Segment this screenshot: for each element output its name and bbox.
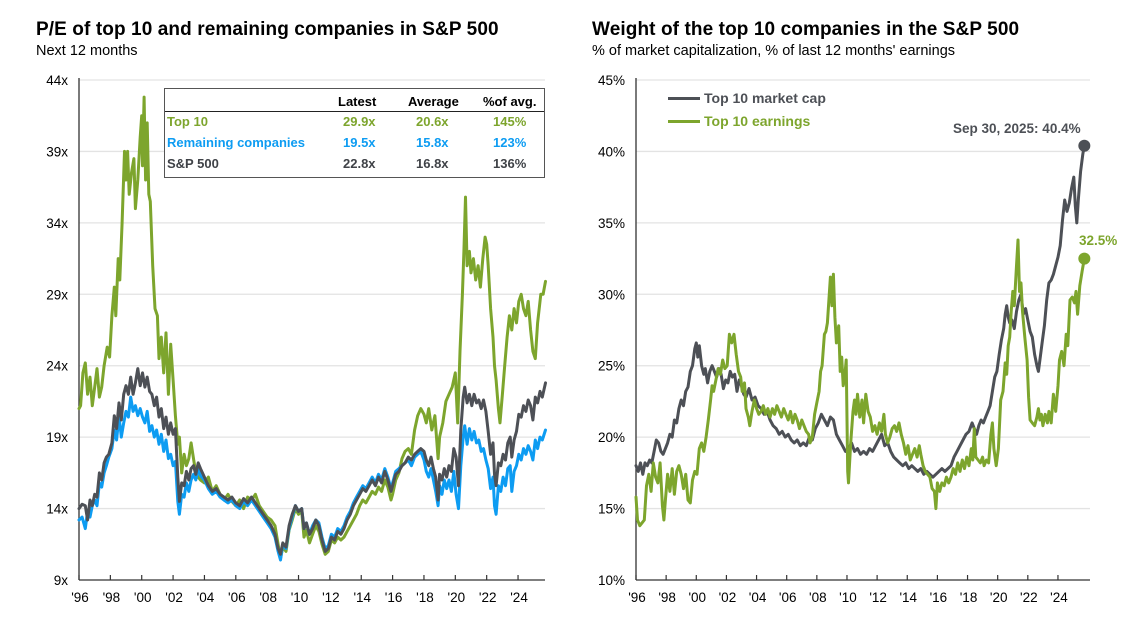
y-tick-label: 34x: [46, 216, 68, 231]
table-header-row: Latest Average %of avg.: [165, 94, 544, 112]
x-tick-label: '20: [448, 590, 466, 605]
right-chart-subtitle: % of market capitalization, % of last 12…: [592, 43, 956, 59]
y-tick-label: 40%: [598, 144, 625, 159]
x-tick-label: '16: [385, 590, 403, 605]
y-tick-label: 29x: [46, 287, 68, 302]
legend-item-earnings: Top 10 earnings: [668, 113, 810, 129]
legend-item-market-cap: Top 10 market cap: [668, 90, 826, 106]
x-tick-label: '06: [228, 590, 246, 605]
x-tick-label: '02: [719, 590, 737, 605]
x-tick-label: '10: [291, 590, 309, 605]
x-tick-label: '04: [749, 590, 767, 605]
row-latest: 29.9x: [343, 114, 376, 129]
x-tick-label: '98: [103, 590, 121, 605]
left-chart-title: P/E of top 10 and remaining companies in…: [36, 19, 499, 40]
y-tick-label: 30%: [598, 287, 625, 302]
right-chart-weight: 10% 15% 20% 25% 30% 35% 40% 45% '96 '98 '00 '02 '04 '…: [598, 73, 1091, 605]
y-tick-label: 45%: [598, 73, 625, 88]
table-header-pct-of-avg: %of avg.: [483, 94, 537, 109]
y-tick-label: 25%: [598, 359, 625, 374]
x-tick-label: '06: [779, 590, 797, 605]
y-tick-label: 39x: [46, 144, 68, 159]
legend-label: Top 10 market cap: [704, 90, 826, 106]
y-tick-label: 35%: [598, 216, 625, 231]
row-average: 20.6x: [416, 114, 449, 129]
row-pct: 145%: [493, 114, 527, 129]
annotation-earnings-latest: 32.5%: [1079, 233, 1118, 248]
x-tick-label: '00: [688, 590, 706, 605]
x-tick-label: '24: [510, 590, 528, 605]
y-tick-label: 19x: [46, 430, 68, 445]
x-tick-label: '96: [71, 590, 89, 605]
y-tick-label: 14x: [46, 502, 68, 517]
x-tick-label: '04: [197, 590, 215, 605]
row-average: 15.8x: [416, 135, 449, 150]
y-tick-label: 44x: [46, 73, 68, 88]
row-label: Top 10: [167, 114, 208, 129]
x-tick-label: '16: [930, 590, 948, 605]
row-latest: 22.8x: [343, 156, 376, 171]
series-line-top-10-market-cap: [634, 144, 1086, 479]
x-tick-label: '10: [839, 590, 857, 605]
x-tick-label: '08: [259, 590, 277, 605]
x-tick-label: '24: [1050, 590, 1068, 605]
series-line-top-10: [77, 95, 547, 561]
legend-swatch-market-cap: [668, 96, 700, 100]
x-tick-label: '20: [990, 590, 1008, 605]
x-tick-label: '98: [658, 590, 676, 605]
row-pct: 123%: [493, 135, 527, 150]
left-chart-subtitle: Next 12 months: [36, 43, 138, 59]
row-average: 16.8x: [416, 156, 449, 171]
endpoint-marker-top-10-earnings: [1078, 252, 1091, 265]
x-tick-label: '02: [165, 590, 183, 605]
left-chart-pe: 9x 14x 19x 24x 29x 34x 39x 44x '96 '98 '00 '02 '04 '0…: [46, 73, 547, 605]
x-tick-label: '22: [479, 590, 497, 605]
y-tick-label: 15%: [598, 502, 625, 517]
x-tick-label: '00: [134, 590, 152, 605]
y-tick-label: 9x: [54, 573, 69, 588]
row-pct: 136%: [493, 156, 527, 171]
right-chart-title: Weight of the top 10 companies in the S&…: [592, 19, 1020, 40]
x-tick-label: '22: [1020, 590, 1038, 605]
series-line-top-10-earnings: [634, 238, 1086, 528]
y-tick-label: 24x: [46, 359, 68, 374]
row-label: S&P 500: [167, 156, 219, 171]
y-tick-label: 10%: [598, 573, 625, 588]
endpoint-marker-top-10-market-cap: [1078, 139, 1091, 152]
table-header-latest: Latest: [338, 94, 377, 109]
x-tick-label: '12: [322, 590, 340, 605]
x-tick-label: '96: [628, 590, 646, 605]
legend-swatch-earnings: [668, 119, 700, 123]
x-tick-label: '18: [416, 590, 434, 605]
x-tick-label: '08: [809, 590, 827, 605]
row-label: Remaining companies: [167, 135, 305, 150]
table-header-average: Average: [408, 94, 459, 109]
y-tick-label: 20%: [598, 430, 625, 445]
series-line-s-p-500: [77, 367, 547, 556]
annotation-market-cap-latest: Sep 30, 2025: 40.4%: [953, 121, 1081, 136]
x-tick-label: '18: [960, 590, 978, 605]
x-tick-label: '12: [869, 590, 887, 605]
legend-label: Top 10 earnings: [704, 113, 811, 129]
pe-summary-table: Latest Average %of avg. Top 10 29.9x 20.…: [164, 88, 545, 178]
row-latest: 19.5x: [343, 135, 376, 150]
x-tick-label: '14: [353, 590, 371, 605]
x-tick-label: '14: [899, 590, 917, 605]
